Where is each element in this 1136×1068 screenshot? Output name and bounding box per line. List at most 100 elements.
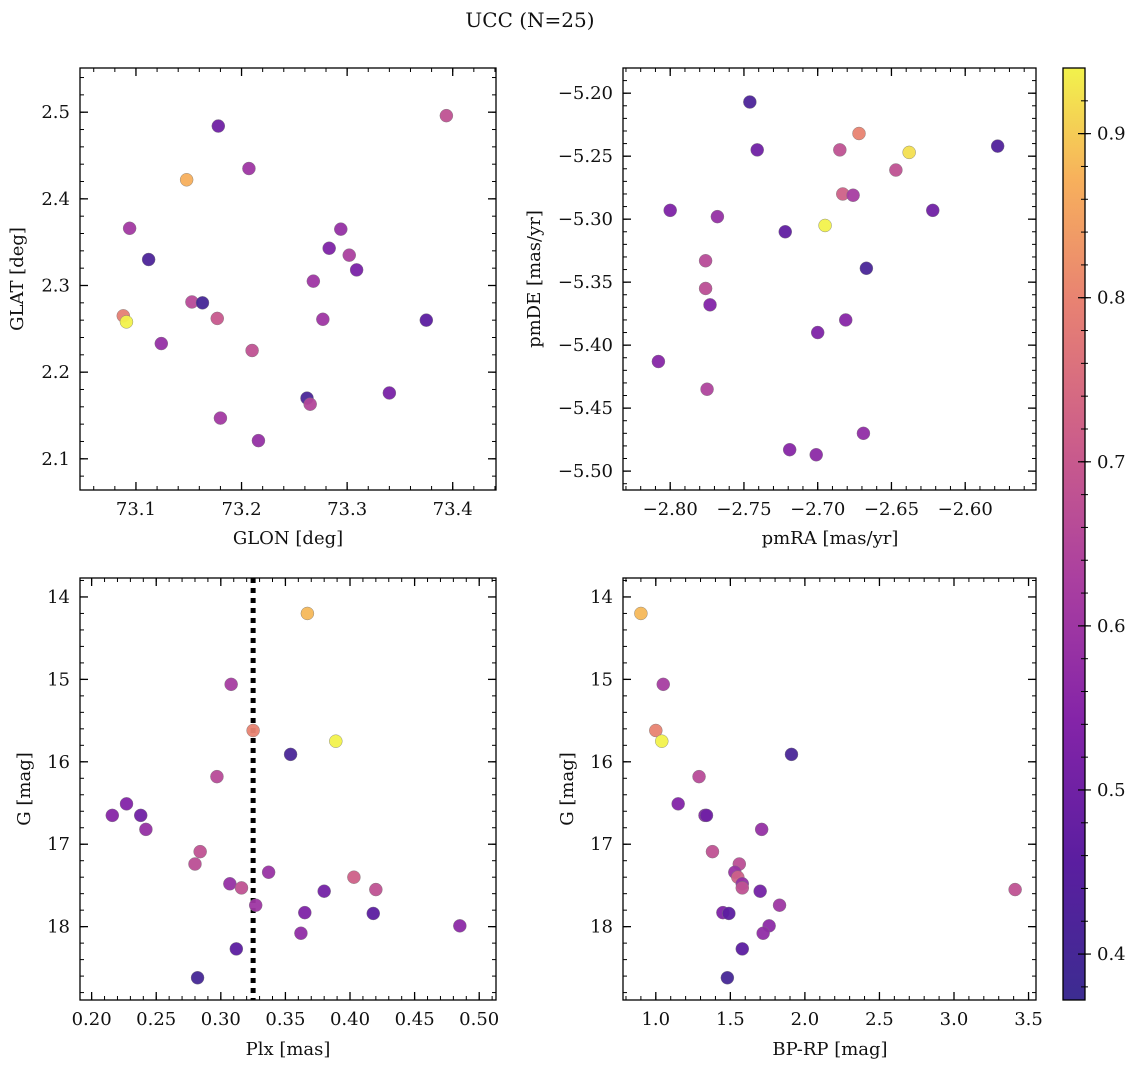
data-point <box>856 426 871 441</box>
data-point <box>283 747 298 762</box>
data-point <box>756 926 770 940</box>
colorbar: 0.4 0.5 0.6 0.7 0.8 0.9 <box>1062 67 1126 1001</box>
data-point <box>251 433 266 448</box>
data-point <box>990 139 1005 153</box>
data-point <box>700 382 714 396</box>
data-point <box>349 263 364 277</box>
y-tick-label: 14 <box>590 587 613 608</box>
data-point <box>634 606 648 621</box>
y-tick-label: −5.35 <box>558 272 613 293</box>
x-axis-label: pmRA [mas/yr] <box>762 528 899 549</box>
data-point <box>1008 882 1022 897</box>
data-point <box>778 225 792 239</box>
data-point <box>246 723 260 738</box>
y-axis-label: G [mag] <box>14 752 35 825</box>
data-point <box>249 898 263 912</box>
data-point <box>119 315 134 329</box>
data-point <box>122 221 137 236</box>
data-point <box>750 143 764 157</box>
x-tick-label: 0.50 <box>459 1009 499 1030</box>
y-tick-label: 2.4 <box>41 189 70 210</box>
data-point <box>154 336 168 351</box>
data-point <box>735 881 749 895</box>
data-point <box>342 248 356 262</box>
data-point <box>735 942 749 956</box>
x-tick-label: 2.5 <box>865 1009 894 1030</box>
data-point <box>784 747 799 762</box>
x-tick-label: 0.45 <box>395 1009 435 1030</box>
data-point <box>193 844 207 859</box>
data-point <box>347 870 361 884</box>
colorbar-tick-label: 0.8 <box>1097 288 1126 309</box>
data-point <box>753 884 767 898</box>
y-tick-label: 15 <box>590 669 613 690</box>
data-point <box>317 884 331 898</box>
data-point <box>710 209 725 224</box>
data-point <box>195 296 210 310</box>
data-point <box>229 942 244 956</box>
x-tick-label: 0.30 <box>201 1009 241 1030</box>
y-tick-label: −5.50 <box>558 461 613 482</box>
data-point <box>663 203 677 218</box>
y-tick-label: −5.20 <box>558 83 613 104</box>
data-point <box>223 877 237 891</box>
data-point <box>213 411 228 425</box>
y-tick-label: −5.45 <box>558 398 613 419</box>
data-point <box>839 313 853 327</box>
x-tick-label: 0.40 <box>330 1009 370 1030</box>
y-tick-label: 2.5 <box>41 102 70 123</box>
data-point <box>649 723 663 738</box>
data-point <box>188 857 202 871</box>
y-tick-label: 16 <box>47 752 70 773</box>
data-point <box>334 222 348 236</box>
data-point <box>655 734 669 748</box>
data-point <box>306 274 321 288</box>
axes-frame <box>622 577 1037 1001</box>
colorbar-tick-label: 0.6 <box>1097 616 1126 637</box>
data-point <box>224 677 238 692</box>
data-point <box>261 865 276 879</box>
data-point <box>190 971 205 985</box>
data-point <box>809 448 823 462</box>
data-point <box>698 281 713 296</box>
x-tick-label: 73.2 <box>222 499 262 520</box>
data-point <box>294 926 308 940</box>
data-point <box>743 95 757 109</box>
data-point <box>139 822 153 837</box>
x-tick-label: −2.70 <box>790 499 845 520</box>
colorbar-tick-label: 0.4 <box>1097 944 1126 965</box>
data-point <box>419 313 434 327</box>
x-tick-label: 3.0 <box>940 1009 969 1030</box>
y-tick-label: 14 <box>47 587 70 608</box>
y-tick-label: −5.40 <box>558 335 613 356</box>
axes-frame <box>79 67 497 491</box>
x-tick-label: −2.60 <box>938 499 993 520</box>
panel-1: 73.1 73.2 73.3 73.4 2.1 2.2 2.3 2.4 2.5 GLON [deg… <box>7 67 497 549</box>
data-point <box>698 254 713 268</box>
y-tick-label: 18 <box>47 917 70 938</box>
data-point <box>369 882 383 897</box>
data-point <box>889 163 903 177</box>
x-tick-label: 1.5 <box>716 1009 745 1030</box>
data-point <box>316 312 330 326</box>
data-point <box>245 343 259 358</box>
y-tick-label: −5.25 <box>558 146 613 167</box>
x-tick-label: −2.75 <box>716 499 771 520</box>
data-point <box>298 905 312 920</box>
x-tick-label: 1.0 <box>641 1009 670 1030</box>
x-tick-label: 73.4 <box>433 499 473 520</box>
data-point <box>179 173 194 187</box>
panel-3: 0.20 0.25 0.30 0.35 0.40 0.45 0.50 14 15 16 17 18 Pl… <box>14 577 499 1060</box>
data-point <box>926 203 940 218</box>
data-point <box>134 808 148 823</box>
colorbar-tick-label: 0.5 <box>1097 780 1126 801</box>
data-point <box>105 808 119 823</box>
data-point <box>720 971 735 985</box>
colorbar-tick-label: 0.7 <box>1097 452 1126 473</box>
x-tick-label: 73.3 <box>327 499 367 520</box>
colorbar-gradient <box>1062 67 1086 1001</box>
data-point <box>692 769 706 784</box>
colorbar-tick-label: 0.9 <box>1097 124 1126 145</box>
data-point <box>303 397 317 411</box>
data-point <box>902 145 916 160</box>
